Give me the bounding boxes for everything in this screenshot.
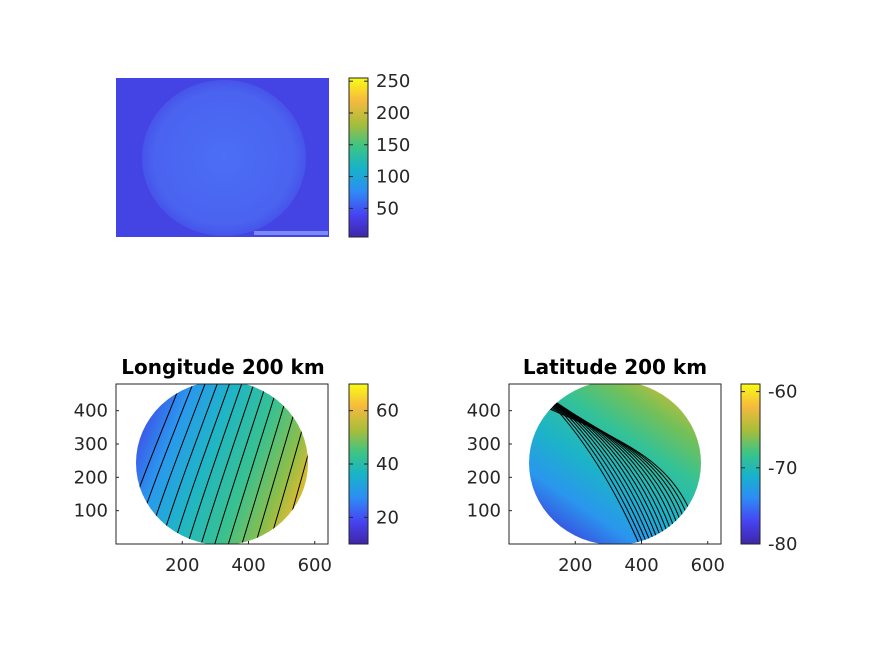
longitude-contour-line <box>212 384 269 544</box>
colorbar-raw-tick-label: 200 <box>376 103 410 124</box>
latitude-panel: Latitude 200 km 200 400 600 100 200 300 400 <box>467 355 725 576</box>
longitude-panel: Longitude 200 km 200 400 600 100 200 300 400 <box>74 355 332 576</box>
latitude-xtick-label: 400 <box>624 555 658 576</box>
colorbar-latitude: -60 -70 -80 <box>740 382 797 555</box>
longitude-ytick-label: 200 <box>74 467 108 488</box>
colorbar-latitude-ticks: -60 -70 -80 <box>741 382 797 555</box>
raw-image-caption-strip <box>254 231 328 235</box>
longitude-xtick-label: 400 <box>231 555 265 576</box>
latitude-ytick-label: 100 <box>467 501 501 522</box>
longitude-xtick-label: 600 <box>298 555 332 576</box>
longitude-ytick-label: 400 <box>74 401 108 422</box>
colorbar-longitude-tick-label: 20 <box>376 507 399 528</box>
longitude-contour-line <box>171 384 233 544</box>
longitude-contour-line <box>136 384 184 544</box>
colorbar-raw-ticks: 50 100 150 200 250 <box>349 71 410 219</box>
latitude-axes-frame <box>508 383 722 545</box>
colorbar-latitude-tick-label: -70 <box>768 458 797 479</box>
latitude-contour-line <box>529 384 651 544</box>
latitude-ytick-label: 400 <box>467 401 501 422</box>
longitude-ytick-label: 300 <box>74 434 108 455</box>
longitude-ytick-label: 100 <box>74 501 108 522</box>
longitude-xtick-label: 200 <box>165 555 199 576</box>
colorbar-latitude-tick-label: -60 <box>768 382 797 403</box>
latitude-ytick-label: 300 <box>467 434 501 455</box>
longitude-title: Longitude 200 km <box>121 355 324 379</box>
colorbar-raw-tick-label: 100 <box>376 167 410 188</box>
colorbar-raw-tick-label: 150 <box>376 135 410 156</box>
colorbar-longitude-tick-label: 40 <box>376 454 399 475</box>
colorbar-longitude: 20 40 60 <box>348 383 399 545</box>
colorbar-latitude-bar <box>740 383 761 545</box>
latitude-xtick-label: 200 <box>558 555 592 576</box>
latitude-axis-ticks: 200 400 600 100 200 300 400 <box>467 401 725 576</box>
raw-image-disk <box>142 80 306 236</box>
colorbar-raw-tick-label: 250 <box>376 71 410 92</box>
latitude-title: Latitude 200 km <box>523 355 707 379</box>
longitude-contour-line <box>198 384 257 544</box>
colorbar-longitude-ticks: 20 40 60 <box>349 401 399 528</box>
latitude-contour-line <box>529 384 647 544</box>
colorbar-raw: 50 100 150 200 250 <box>348 71 410 238</box>
colorbar-raw-bar <box>348 77 369 238</box>
colorbar-latitude-tick-label: -80 <box>768 534 797 555</box>
colorbar-raw-tick-label: 50 <box>376 198 399 219</box>
longitude-contour-line <box>226 384 281 544</box>
longitude-axis-ticks: 200 400 600 100 200 300 400 <box>74 401 332 576</box>
longitude-axes-frame <box>115 383 329 545</box>
colorbar-longitude-tick-label: 60 <box>376 401 399 422</box>
raw-image-panel <box>116 78 329 237</box>
longitude-contour-line <box>185 384 245 544</box>
latitude-ytick-label: 200 <box>467 467 501 488</box>
latitude-xtick-label: 600 <box>691 555 725 576</box>
